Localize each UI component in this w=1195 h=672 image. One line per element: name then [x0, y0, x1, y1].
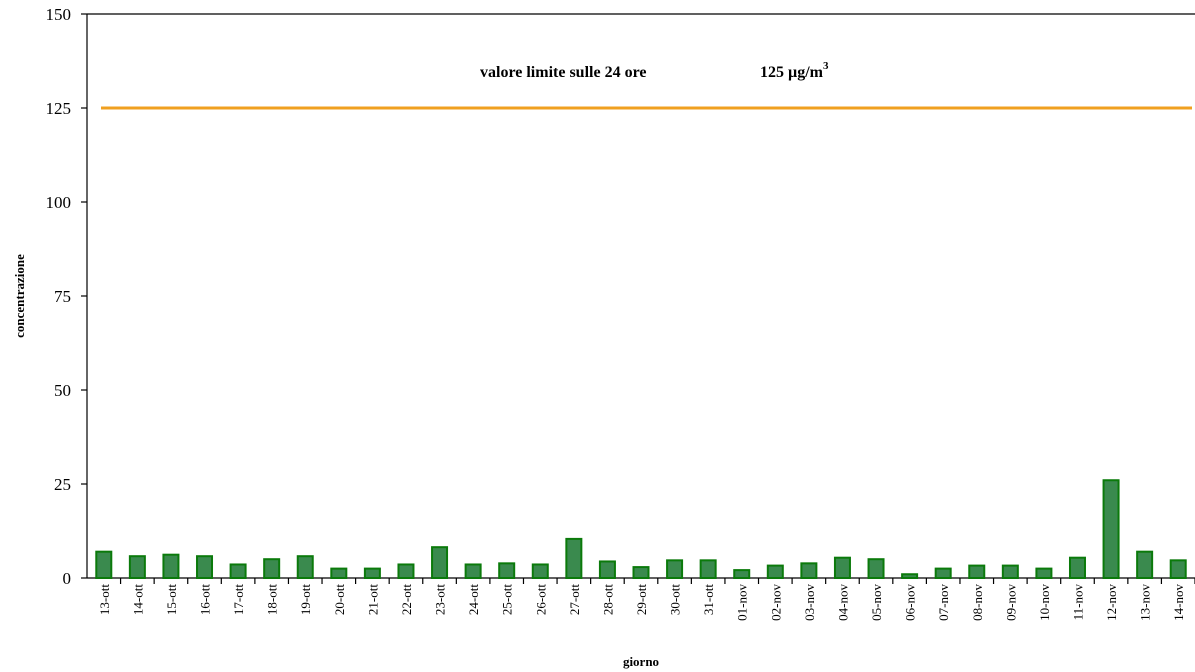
bar: [498, 562, 516, 579]
reference-line-value-text: 125 µg/m: [760, 64, 824, 81]
bar: [363, 567, 381, 579]
bar: [1136, 550, 1154, 579]
bar: [934, 567, 952, 579]
reference-line-value-superscript: 3: [823, 60, 829, 72]
bar: [464, 563, 482, 579]
x-tick-label: 01-nov: [735, 584, 750, 621]
reference-line-value: 125 µg/m3: [760, 60, 829, 81]
x-tick-label: 12-nov: [1104, 584, 1119, 621]
x-tick-label: 02-nov: [768, 584, 783, 621]
x-tick-label: 06-nov: [903, 584, 918, 621]
bar: [162, 553, 180, 579]
x-tick-label: 16-ott: [198, 584, 213, 615]
bar: [833, 556, 851, 579]
bar: [1169, 559, 1187, 580]
x-tick-label: 13-ott: [97, 584, 112, 615]
x-tick-label: 22-ott: [399, 584, 414, 615]
bar: [598, 560, 616, 579]
x-tick-label: 13-nov: [1138, 584, 1153, 621]
x-tick-label: 20-ott: [332, 584, 347, 615]
x-tick-label: 04-nov: [835, 584, 850, 621]
x-tick-label: 21-ott: [365, 584, 380, 615]
bar: [128, 555, 146, 580]
bar: [1035, 567, 1053, 579]
x-tick-label: 15-ott: [164, 584, 179, 615]
x-tick-label: 14-nov: [1171, 584, 1186, 621]
x-tick-label: 29-ott: [634, 584, 649, 615]
bar: [901, 573, 919, 579]
bar: [229, 563, 247, 579]
x-tick-label: 14-ott: [130, 584, 145, 615]
x-tick-label: 11-nov: [1070, 584, 1085, 621]
x-tick-label: 10-nov: [1037, 584, 1052, 621]
x-tick-label: 19-ott: [298, 584, 313, 615]
reference-line-group: valore limite sulle 24 ore 125 µg/m3: [101, 60, 1192, 110]
bar: [666, 559, 684, 580]
bar: [632, 566, 650, 580]
bar: [867, 558, 885, 580]
bar: [296, 555, 314, 580]
bar: [196, 555, 214, 580]
bar: [1001, 564, 1019, 579]
bar: [699, 559, 717, 580]
x-tick-label: 18-ott: [265, 584, 280, 615]
bar: [330, 567, 348, 579]
x-tick-label: 03-nov: [802, 584, 817, 621]
y-ticks: 0 25 50 75 100 125 150: [46, 5, 87, 588]
x-tick-label: 30-ott: [668, 584, 683, 615]
x-tick-label: 08-nov: [970, 584, 985, 621]
x-tick-label: 31-ott: [701, 584, 716, 615]
bar: [733, 569, 751, 580]
x-tick-label: 23-ott: [433, 584, 448, 615]
bar: [1068, 556, 1086, 579]
y-tick-label: 125: [46, 99, 72, 118]
bar: [263, 558, 281, 580]
bar: [397, 563, 415, 579]
x-tick-label: 25-ott: [500, 584, 515, 615]
bar: [1102, 479, 1120, 579]
y-tick-label: 150: [46, 5, 72, 24]
x-tick-label: 05-nov: [869, 584, 884, 621]
bar: [800, 562, 818, 579]
y-tick-label: 50: [54, 381, 71, 400]
y-tick-label: 25: [54, 475, 71, 494]
x-tick-label: 28-ott: [600, 584, 615, 615]
y-tick-label: 0: [63, 569, 72, 588]
reference-line-label: valore limite sulle 24 ore: [480, 64, 646, 81]
bar: [531, 563, 549, 579]
x-ticks: 13-ott 14-ott 15-ott 16-ott 17-ott 18-ott 19-o…: [97, 578, 1195, 621]
y-tick-label: 100: [46, 193, 72, 212]
x-tick-label: 09-nov: [1003, 584, 1018, 621]
y-tick-label: 75: [54, 287, 71, 306]
bar: [565, 537, 583, 579]
x-tick-label: 17-ott: [231, 584, 246, 615]
bar: [766, 564, 784, 579]
x-tick-label: 24-ott: [466, 584, 481, 615]
y-axis-title: concentrazione: [12, 254, 27, 338]
x-tick-label: 26-ott: [533, 584, 548, 615]
x-axis-title: giorno: [623, 654, 659, 669]
bar: [95, 550, 113, 579]
x-tick-label: 27-ott: [567, 584, 582, 615]
bar: [968, 564, 986, 579]
bars: [95, 479, 1187, 580]
bar: [431, 546, 449, 580]
x-tick-label: 07-nov: [936, 584, 951, 621]
